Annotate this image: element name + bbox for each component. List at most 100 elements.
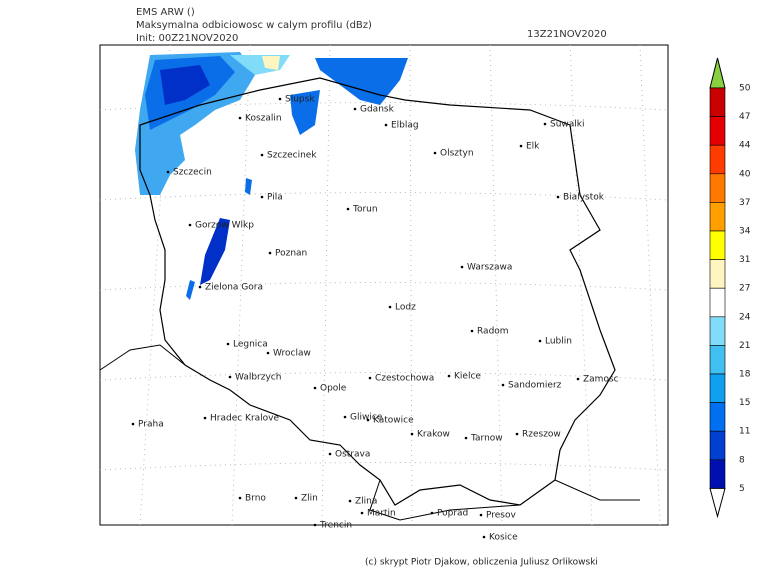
city-dot: [203, 416, 207, 420]
city-dot: [470, 329, 474, 333]
city-dot: [238, 116, 242, 120]
city-label: Walbrzych: [235, 373, 281, 383]
city-dot: [238, 496, 242, 500]
city-label: Torun: [352, 205, 378, 215]
colorbar-label: 24: [739, 312, 751, 322]
colorbar-box: [709, 430, 726, 461]
city-dot: [313, 386, 317, 390]
colorbar-bottom: [709, 487, 726, 519]
city-label: Hradec Kralove: [210, 414, 279, 424]
city-label: Gliwice: [350, 413, 383, 423]
city-label: Olsztyn: [440, 149, 474, 159]
city-label: Tarnow: [470, 434, 503, 444]
city-dot: [294, 496, 298, 500]
city-dot: [384, 123, 388, 127]
credits: (c) skrypt Piotr Djakow, obliczenia Juli…: [365, 558, 598, 568]
colorbar-box: [709, 87, 726, 117]
city-label: Ostrava: [335, 450, 370, 460]
city-label: Elk: [526, 142, 540, 152]
city-label: Elblag: [391, 121, 419, 131]
city-label: Gdansk: [360, 105, 395, 115]
city-dot: [556, 195, 560, 199]
city-label: Presov: [486, 511, 517, 521]
valid-time: 13Z21NOV2020: [527, 29, 607, 40]
city-label: Krakow: [417, 430, 450, 440]
colorbar-box: [709, 173, 726, 203]
city-label: Opole: [320, 384, 347, 394]
city-dot: [410, 432, 414, 436]
colorbar-box: [709, 230, 726, 260]
colorbar-top: [709, 57, 726, 89]
city-label: Sandomierz: [508, 381, 562, 391]
colorbar-label: 11: [739, 427, 750, 437]
city-label: Bialystok: [563, 193, 605, 203]
city-label: Wroclaw: [273, 349, 311, 359]
city-label: Slupsk: [285, 95, 315, 105]
colorbar-label: 34: [739, 227, 751, 237]
city-dot: [543, 122, 547, 126]
city-label: Kielce: [454, 372, 481, 382]
city-label: Kosice: [489, 533, 518, 543]
city-label: Pila: [267, 193, 283, 203]
city-label: Zlina: [355, 497, 377, 507]
city-dot: [464, 436, 468, 440]
city-dot: [198, 285, 202, 289]
city-dot: [460, 265, 464, 269]
city-dot: [482, 535, 486, 539]
city-dot: [228, 375, 232, 379]
city-dot: [447, 374, 451, 378]
colorbar-box: [709, 144, 726, 175]
colorbar-label: 37: [739, 198, 750, 208]
city-dot: [260, 153, 264, 157]
city-label: Legnica: [233, 340, 268, 350]
city-label: Lodz: [395, 303, 416, 313]
city-dot: [260, 195, 264, 199]
city-dot: [346, 207, 350, 211]
city-label: Zlin: [301, 494, 318, 504]
colorbar-label: 5: [739, 484, 745, 494]
colorbar-label: 40: [739, 169, 751, 179]
city-dot: [479, 513, 483, 517]
colorbar-box: [709, 459, 726, 489]
colorbar-box: [709, 287, 726, 318]
colorbar-label: 21: [739, 341, 750, 351]
city-dot: [328, 452, 332, 456]
city-dot: [360, 511, 364, 515]
city-dot: [366, 418, 370, 422]
city-dot: [278, 97, 282, 101]
colorbar-label: 18: [739, 370, 751, 380]
city-label: Gorzow Wlkp: [195, 221, 254, 231]
city-dot: [576, 377, 580, 381]
city-dot: [388, 305, 392, 309]
colorbar-box: [709, 373, 726, 403]
city-dot: [343, 415, 347, 419]
field-title: Maksymalna odbiciowosc w calym profilu (…: [136, 20, 372, 31]
city-label: Brno: [245, 494, 266, 504]
colorbar-label: 44: [739, 141, 751, 151]
city-dot: [268, 251, 272, 255]
colorbar-box: [709, 202, 726, 232]
city-label: Lublin: [545, 337, 572, 347]
city-dot: [430, 511, 434, 515]
city-dot: [266, 351, 270, 355]
init-time: Init: 00Z21NOV2020: [136, 33, 238, 44]
city-dot: [166, 170, 170, 174]
city-label: Trencin: [319, 521, 352, 531]
city-label: Warszawa: [467, 263, 512, 273]
city-label: Radom: [477, 327, 509, 337]
city-dot: [188, 223, 192, 227]
colorbar-box: [709, 116, 726, 146]
neighbour-border: [99, 344, 640, 521]
city-label: Zielona Gora: [205, 283, 263, 293]
colorbar-box: [709, 345, 726, 375]
city-dot: [368, 376, 372, 380]
colorbar-label: 27: [739, 284, 750, 294]
colorbar: 50 47 44 40 37 34 31 27 24 21 18 15 11 8 5: [709, 57, 751, 519]
city-dot: [353, 107, 357, 111]
colorbar-label: 15: [739, 398, 750, 408]
city-dot: [538, 339, 542, 343]
city-label: Zamosc: [583, 375, 619, 385]
